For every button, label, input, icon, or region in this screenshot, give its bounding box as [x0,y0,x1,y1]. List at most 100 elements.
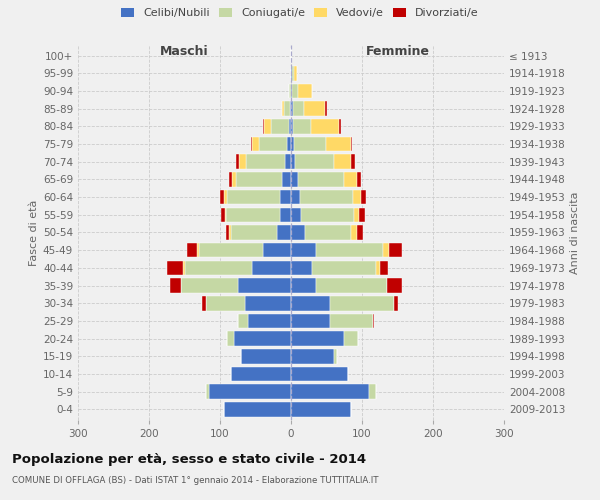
Bar [238,278,291,293]
Bar [291,119,293,134]
Bar [264,119,271,134]
Bar [291,208,301,222]
Bar [246,154,286,169]
Bar [292,84,298,98]
Bar [197,243,199,258]
Bar [291,243,316,258]
Bar [187,243,197,258]
Bar [239,154,246,169]
Bar [394,296,398,310]
Bar [295,154,334,169]
Bar [293,102,304,116]
Bar [294,137,326,152]
Bar [316,243,383,258]
Bar [298,84,313,98]
Bar [291,102,293,116]
Bar [206,384,209,399]
Bar [380,260,388,275]
Bar [326,137,350,152]
Bar [199,243,263,258]
Bar [221,208,225,222]
Bar [291,172,298,186]
Bar [226,208,280,222]
Bar [339,119,341,134]
Bar [229,225,230,240]
Bar [289,84,291,98]
Bar [259,137,287,152]
Bar [344,332,358,346]
Bar [291,84,292,98]
Bar [227,332,234,346]
Bar [252,260,291,275]
Text: Femmine: Femmine [365,45,430,58]
Bar [334,154,352,169]
Bar [291,349,334,364]
Bar [313,260,376,275]
Bar [271,119,289,134]
Bar [206,296,245,310]
Bar [280,208,291,222]
Bar [301,208,354,222]
Bar [289,119,291,134]
Bar [330,314,373,328]
Bar [290,102,291,116]
Bar [236,172,282,186]
Bar [245,296,291,310]
Bar [352,154,355,169]
Bar [170,278,181,293]
Bar [263,243,291,258]
Bar [291,384,369,399]
Bar [334,349,337,364]
Y-axis label: Anni di nascita: Anni di nascita [570,191,580,274]
Bar [224,402,291,416]
Bar [298,172,344,186]
Bar [325,102,326,116]
Bar [291,154,295,169]
Bar [294,66,298,80]
Bar [209,384,291,399]
Bar [389,243,402,258]
Y-axis label: Fasce di età: Fasce di età [29,200,39,266]
Bar [202,296,206,310]
Bar [291,278,316,293]
Bar [344,172,357,186]
Bar [227,190,280,204]
Bar [353,190,361,204]
Bar [283,102,284,116]
Bar [238,314,248,328]
Bar [291,260,313,275]
Bar [225,208,226,222]
Bar [383,243,389,258]
Bar [369,384,376,399]
Bar [330,296,394,310]
Bar [226,225,229,240]
Bar [232,172,236,186]
Bar [373,314,374,328]
Bar [282,172,291,186]
Bar [280,190,291,204]
Bar [311,119,339,134]
Bar [220,190,224,204]
Bar [251,137,252,152]
Bar [234,332,291,346]
Bar [248,314,291,328]
Bar [230,225,277,240]
Bar [230,367,291,382]
Bar [293,119,311,134]
Bar [291,402,352,416]
Bar [316,278,387,293]
Bar [229,172,232,186]
Bar [352,225,357,240]
Bar [376,260,380,275]
Bar [299,190,353,204]
Bar [241,349,291,364]
Bar [167,260,183,275]
Bar [277,225,291,240]
Bar [291,66,292,80]
Bar [236,154,239,169]
Bar [291,296,330,310]
Bar [292,66,294,80]
Bar [286,154,291,169]
Bar [350,137,352,152]
Bar [252,137,259,152]
